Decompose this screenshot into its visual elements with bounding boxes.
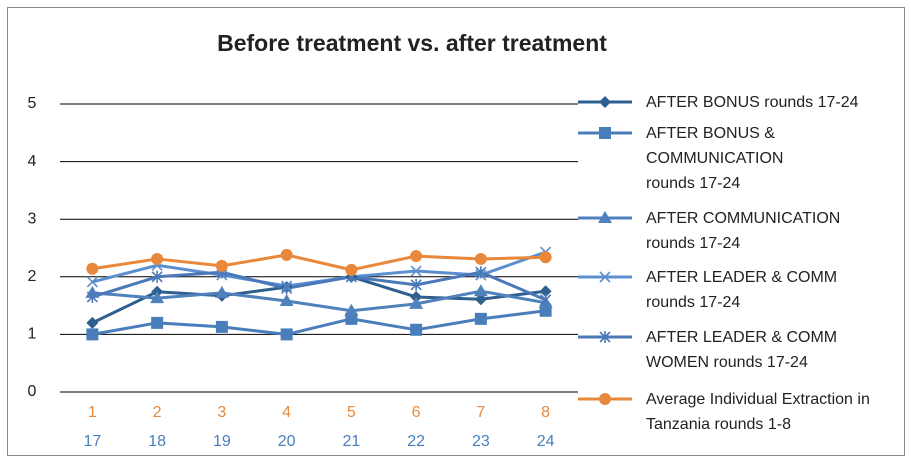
x-tick-label: 3	[217, 404, 226, 421]
x-tick-label-secondary: 23	[472, 433, 490, 450]
marker	[475, 266, 487, 279]
y-tick-label: 5	[28, 95, 37, 112]
marker	[344, 303, 359, 316]
marker	[279, 293, 294, 306]
marker	[539, 304, 552, 317]
legend-label: AFTER LEADER & COMM rounds 17-24	[646, 268, 838, 311]
marker	[539, 251, 552, 264]
marker	[599, 96, 611, 108]
x-tick-label-secondary: 22	[407, 433, 425, 450]
marker	[599, 331, 611, 343]
series-line	[92, 289, 546, 313]
marker	[345, 312, 358, 325]
y-tick-label: 4	[28, 153, 37, 170]
series-line	[92, 253, 546, 272]
marker	[151, 316, 164, 329]
marker	[473, 284, 488, 297]
legend-label: AFTER COMMUNICATION rounds 17-24	[646, 209, 841, 252]
x-tick-label: 1	[88, 404, 97, 421]
marker	[474, 252, 487, 265]
marker	[410, 265, 422, 277]
marker	[598, 211, 612, 223]
x-tick-label: 8	[541, 404, 550, 421]
marker	[410, 278, 422, 291]
marker	[214, 285, 229, 298]
marker	[281, 282, 293, 295]
marker	[86, 316, 99, 329]
marker	[151, 252, 164, 265]
legend-label: AFTER LEADER & COMM WOMEN rounds 17-24	[646, 328, 838, 371]
marker	[86, 290, 98, 303]
marker	[280, 328, 293, 341]
series-line	[92, 309, 546, 336]
y-tick-label: 3	[28, 210, 37, 227]
chart-border	[7, 7, 905, 456]
marker	[539, 285, 552, 298]
x-tick-label: 2	[153, 404, 162, 421]
x-tick-label: 4	[282, 404, 291, 421]
x-tick-label-secondary: 17	[83, 433, 101, 450]
y-tick-label: 0	[28, 383, 37, 400]
y-tick-label: 2	[28, 268, 37, 285]
legend-label: AFTER BONUS & COMMUNICATION rounds 17-24	[646, 124, 784, 192]
marker	[409, 296, 424, 309]
marker	[86, 328, 99, 341]
marker	[86, 262, 99, 275]
marker	[599, 393, 611, 405]
x-tick-label: 7	[476, 404, 485, 421]
x-tick-label-secondary: 21	[342, 433, 360, 450]
marker	[86, 276, 98, 288]
marker	[599, 271, 611, 283]
marker	[474, 293, 487, 306]
x-tick-label: 5	[347, 404, 356, 421]
marker	[150, 291, 165, 304]
marker	[215, 259, 228, 272]
x-tick-label-secondary: 19	[213, 433, 231, 450]
marker	[215, 320, 228, 333]
x-tick-label-secondary: 24	[537, 433, 555, 450]
marker	[345, 263, 358, 276]
x-tick-label-secondary: 20	[278, 433, 296, 450]
x-tick-label-secondary: 18	[148, 433, 166, 450]
marker	[599, 127, 611, 139]
y-tick-label: 1	[28, 326, 37, 343]
marker	[280, 248, 293, 261]
marker	[474, 312, 487, 325]
x-tick-label: 6	[412, 404, 421, 421]
marker	[410, 250, 423, 263]
marker	[540, 293, 552, 306]
legend-label: Average Individual Extraction in Tanzani…	[646, 390, 870, 433]
chart-title: Before treatment vs. after treatment	[217, 30, 607, 56]
marker	[151, 270, 163, 283]
marker	[410, 323, 423, 336]
series-line	[91, 270, 547, 302]
legend-label: AFTER BONUS rounds 17-24	[646, 93, 859, 111]
